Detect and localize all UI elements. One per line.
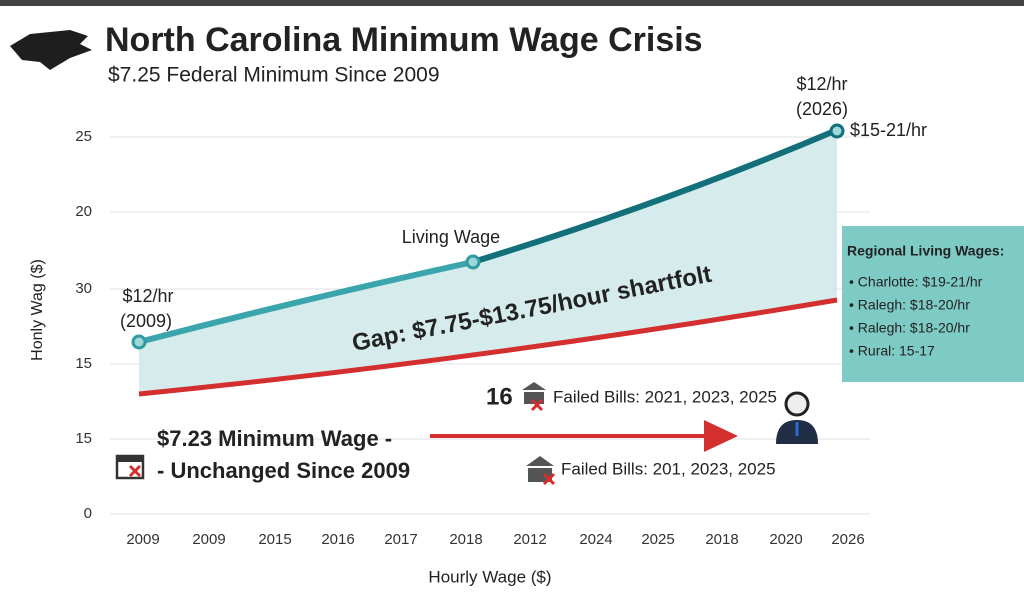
person-icon [776,391,818,444]
x-tick-label: 2024 [579,531,612,548]
x-tick-label: 2026 [831,531,864,548]
regional-item: • Rural: 15-17 [849,343,935,359]
y-tick-label: 25 [75,128,92,145]
annotation: $12/hr [796,74,847,94]
x-tick-label: 2016 [321,531,354,548]
x-tick-label: 2012 [513,531,546,548]
marker [131,334,147,350]
x-tick-label: 2018 [705,531,738,548]
regional-box [842,226,1024,382]
minimum-line [138,297,838,397]
failed-bills: Failed Bills: 2021, 2023, 2025 [553,387,777,406]
bank-icon [526,456,556,486]
y-tick-label: 20 [75,203,92,220]
minimum-label: - Unchanged Since 2009 [157,458,410,483]
living-wage-line [138,259,474,345]
marker [829,123,845,139]
title: North Carolina Minimum Wage Crisis [105,21,703,59]
regional-item: • Ralegh: $18-20/hr [849,320,970,336]
top-bar [0,0,1024,6]
gap-area [139,130,837,394]
x-tick-label: 2015 [258,531,291,548]
y-tick-label: 15 [75,430,92,447]
x-tick-label: 2009 [126,531,159,548]
annotation: (2009) [120,311,172,331]
y-tick-label: 30 [75,280,92,297]
subtitle: $7.25 Federal Minimum Since 2009 [108,64,440,87]
x-tick-label: 2020 [769,531,802,548]
x-axis-title: Hourly Wage ($) [428,567,551,586]
regional-item: • Charlotte: $19-21/hr [849,274,983,290]
minimum-label: $7.23 Minimum Wage - [157,426,392,451]
regional-item: • Ralegh: $18-20/hr [849,297,970,313]
state-icon [10,30,92,70]
annotation: $15-21/hr [850,120,927,140]
living-wage-line [472,127,839,265]
calendar-icon [115,454,145,480]
annotation: $12/hr [122,286,173,306]
regional-title: Regional Living Wages: [847,243,1004,259]
arrow-head [704,420,738,452]
grid: 25 20 30 15 15 0 2009 2009 2015 2016 2017 2018 2012 2… [75,128,870,548]
x-tick-label: 2009 [192,531,225,548]
y-tick-label: 15 [75,355,92,372]
regional-list: • Charlotte: $19-21/hr • Ralegh: $18-20/h… [849,274,983,359]
y-axis-title: Honly Wag ($) [29,259,46,361]
failed-count: 16 [486,383,513,410]
y-tick-label: 0 [84,505,92,522]
annotation: Living Wage [402,227,500,247]
failed-bills: Failed Bills: 201, 2023, 2025 [561,459,776,478]
x-tick-label: 2025 [641,531,674,548]
x-tick-label: 2017 [384,531,417,548]
x-tick-label: 2018 [449,531,482,548]
annotation: (2026) [796,99,848,119]
bank-icon [522,382,546,412]
marker [465,254,481,270]
